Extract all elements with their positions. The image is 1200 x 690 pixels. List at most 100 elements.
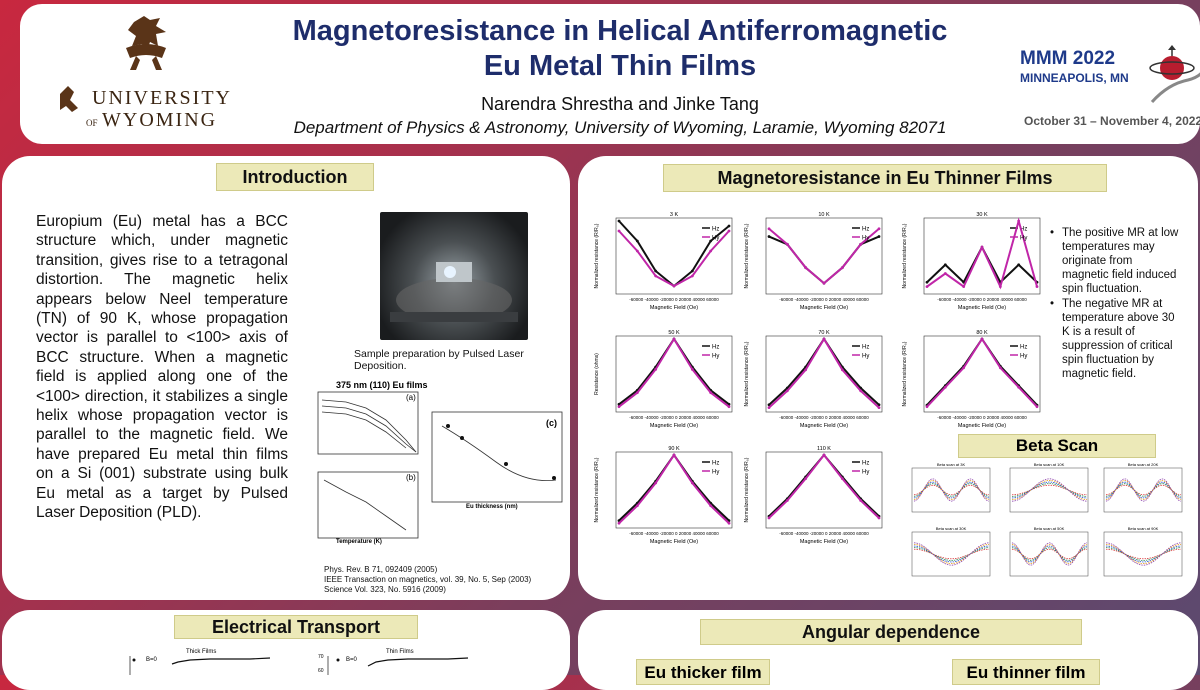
beta-scan-title: Beta scan at 50K [1034,526,1065,531]
beta-scan-chart: Beta scan at 90K [1103,526,1183,577]
data-point [785,499,789,502]
legend-label: Hz [712,227,719,233]
thick-films-title: Thick Films [186,649,217,655]
data-point [709,239,713,243]
plot-frame [765,451,883,529]
plot-frame [615,217,733,295]
beta-scan-series [913,481,990,499]
x-axis-label: Magnetic Field (Oe) [800,423,848,429]
thin-films-ytick-60: 60 [318,668,324,674]
legend-label: Hy [1020,236,1027,242]
series-line-hy [926,217,1038,290]
data-point [690,269,694,273]
plot-frame [1009,467,1089,513]
plot-frame [1103,531,1183,577]
legend-label: Hy [712,236,719,242]
x-tick-labels: -60000 -40000 -20000 0 20000 40000 60000 [779,415,869,420]
data-point [617,219,621,223]
thin-films-legend: B=0 [346,657,357,663]
data-point [767,227,771,231]
fig-c-label: (c) [546,418,557,428]
data-point [877,235,881,238]
mr-chart-10k: Hz Hy 10 K Magnetic Field (Oe) -60000 -40000… [744,212,883,311]
data-point [709,249,713,253]
literature-figure: 375 nm (110) Eu films (a) (b) (c) Temper… [306,380,570,548]
data-point [962,285,966,289]
beta-scan-chart: Beta scan at 3K [911,462,991,513]
photo-caption: Sample preparation by Pulsed Laser Depos… [354,348,524,372]
legend-label: Hz [712,461,719,467]
data-point [672,284,676,288]
beta-scan-series [1011,481,1088,499]
data-point [709,504,713,508]
beta-scan-series [913,480,990,501]
data-point [654,274,658,278]
data-point [877,227,881,231]
beta-scan-series [1105,547,1182,561]
y-axis-label: Normalized resistance (R/R₀) [744,341,750,406]
pld-chamber-photo [380,212,528,340]
beta-scan-series [1105,544,1182,565]
beta-scan-series [1105,542,1182,566]
affiliation: Department of Physics & Astronomy, Unive… [293,118,947,137]
bullet-negative-mr: The negative MR at temperature above 30 … [1050,297,1180,381]
y-axis-label: Normalized resistance (R/R₀) [902,223,908,288]
data-point [980,245,984,249]
beta-scan-series [1011,484,1088,496]
data-point [635,504,639,508]
beta-scan-series [1105,545,1182,563]
y-axis-label: Normalized resistance (R/R₀) [744,457,750,522]
chart-title: 3 K [670,212,679,218]
y-axis-label: Normalized resistance (R/R₀) [902,341,908,406]
data-point [877,403,881,407]
data-point [785,242,789,246]
data-point [690,481,694,485]
svg-text:UNIVERSITY: UNIVERSITY [92,87,232,109]
beta-scan-series [913,544,990,565]
data-point [1017,219,1021,223]
legend-label: Hz [1020,227,1027,233]
chart-title: 110 K [817,446,831,452]
data-point [727,229,731,233]
beta-scan-title: Beta scan at 20K [1128,462,1159,467]
mr-heading: Magnetoresistance in Eu Thinner Films [663,164,1107,192]
fig-a-label: (a) [406,393,416,402]
legend-label: Hz [1020,345,1027,351]
data-point [654,367,658,371]
mr-chart-3k: Hz Hy 3 K Magnetic Field (Oe) -60000 -40000 … [594,212,733,311]
x-tick-labels: -60000 -40000 -20000 0 20000 40000 60000 [937,297,1027,302]
x-tick-labels: -60000 -40000 -20000 0 20000 40000 60000 [629,415,719,420]
x-tick-labels: -60000 -40000 -20000 0 20000 40000 60000 [937,415,1027,420]
legend-label: Hy [862,354,869,360]
mr-chart-30k: Hz Hy 30 K Magnetic Field (Oe) -60000 -40000… [902,212,1041,311]
fig-b-label: (b) [406,473,416,482]
data-point [804,266,808,270]
data-point [804,368,808,372]
data-point [635,249,639,253]
beta-scan-series [913,484,990,496]
plot-frame [765,217,883,295]
x-axis-label: Magnetic Field (Oe) [650,423,698,429]
beta-scan-series [1011,479,1088,500]
beta-scan-series [1105,478,1182,502]
y-axis-label: Normalized resistance (R/R₀) [594,457,600,522]
svg-text:OF: OF [86,118,98,128]
chart-title: 80 K [976,330,988,336]
data-point [804,477,808,481]
beta-scan-series [1105,548,1182,560]
conference-location: MINNEAPOLIS, MN [1020,71,1129,85]
conference-name: MMM 2022 [1020,48,1116,69]
data-point [690,367,694,371]
mr-chart-80k: Hz Hy 80 K Magnetic Field (Oe) -60000 -40000… [902,330,1041,429]
data-point [822,453,826,457]
introduction-body: Europium (Eu) metal has a BCC structure … [36,213,288,522]
x-axis-label: Magnetic Field (Oe) [958,305,1006,311]
data-point [727,521,731,525]
data-point [1035,285,1039,289]
legend-label: Hy [712,354,719,360]
beta-scan-title: Beta scan at 90K [1128,526,1159,531]
thin-films-ytick-70: 70 [318,654,324,660]
data-point [822,337,826,341]
data-point [822,281,826,285]
chart-title: 50 K [668,330,680,336]
